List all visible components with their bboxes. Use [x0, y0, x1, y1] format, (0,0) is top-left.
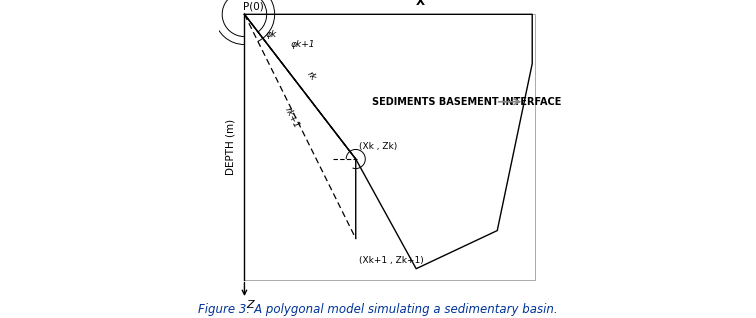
Text: Z: Z [246, 300, 254, 310]
Text: (Xk+1 , Zk+1): (Xk+1 , Zk+1) [359, 256, 423, 265]
Text: rk: rk [305, 70, 318, 82]
Text: Figure 3: A polygonal model simulating a sedimentary basin.: Figure 3: A polygonal model simulating a… [198, 303, 558, 316]
Text: SEDIMENTS BASEMENT INTERFACE: SEDIMENTS BASEMENT INTERFACE [372, 97, 561, 107]
Text: rk+1: rk+1 [283, 106, 300, 130]
Text: P(0): P(0) [243, 1, 264, 11]
Text: (Xk , Zk): (Xk , Zk) [359, 142, 397, 151]
Text: DEPTH (m): DEPTH (m) [225, 119, 235, 175]
Text: X: X [416, 0, 425, 8]
Text: φk+1: φk+1 [290, 40, 315, 49]
Text: φk: φk [266, 31, 277, 39]
